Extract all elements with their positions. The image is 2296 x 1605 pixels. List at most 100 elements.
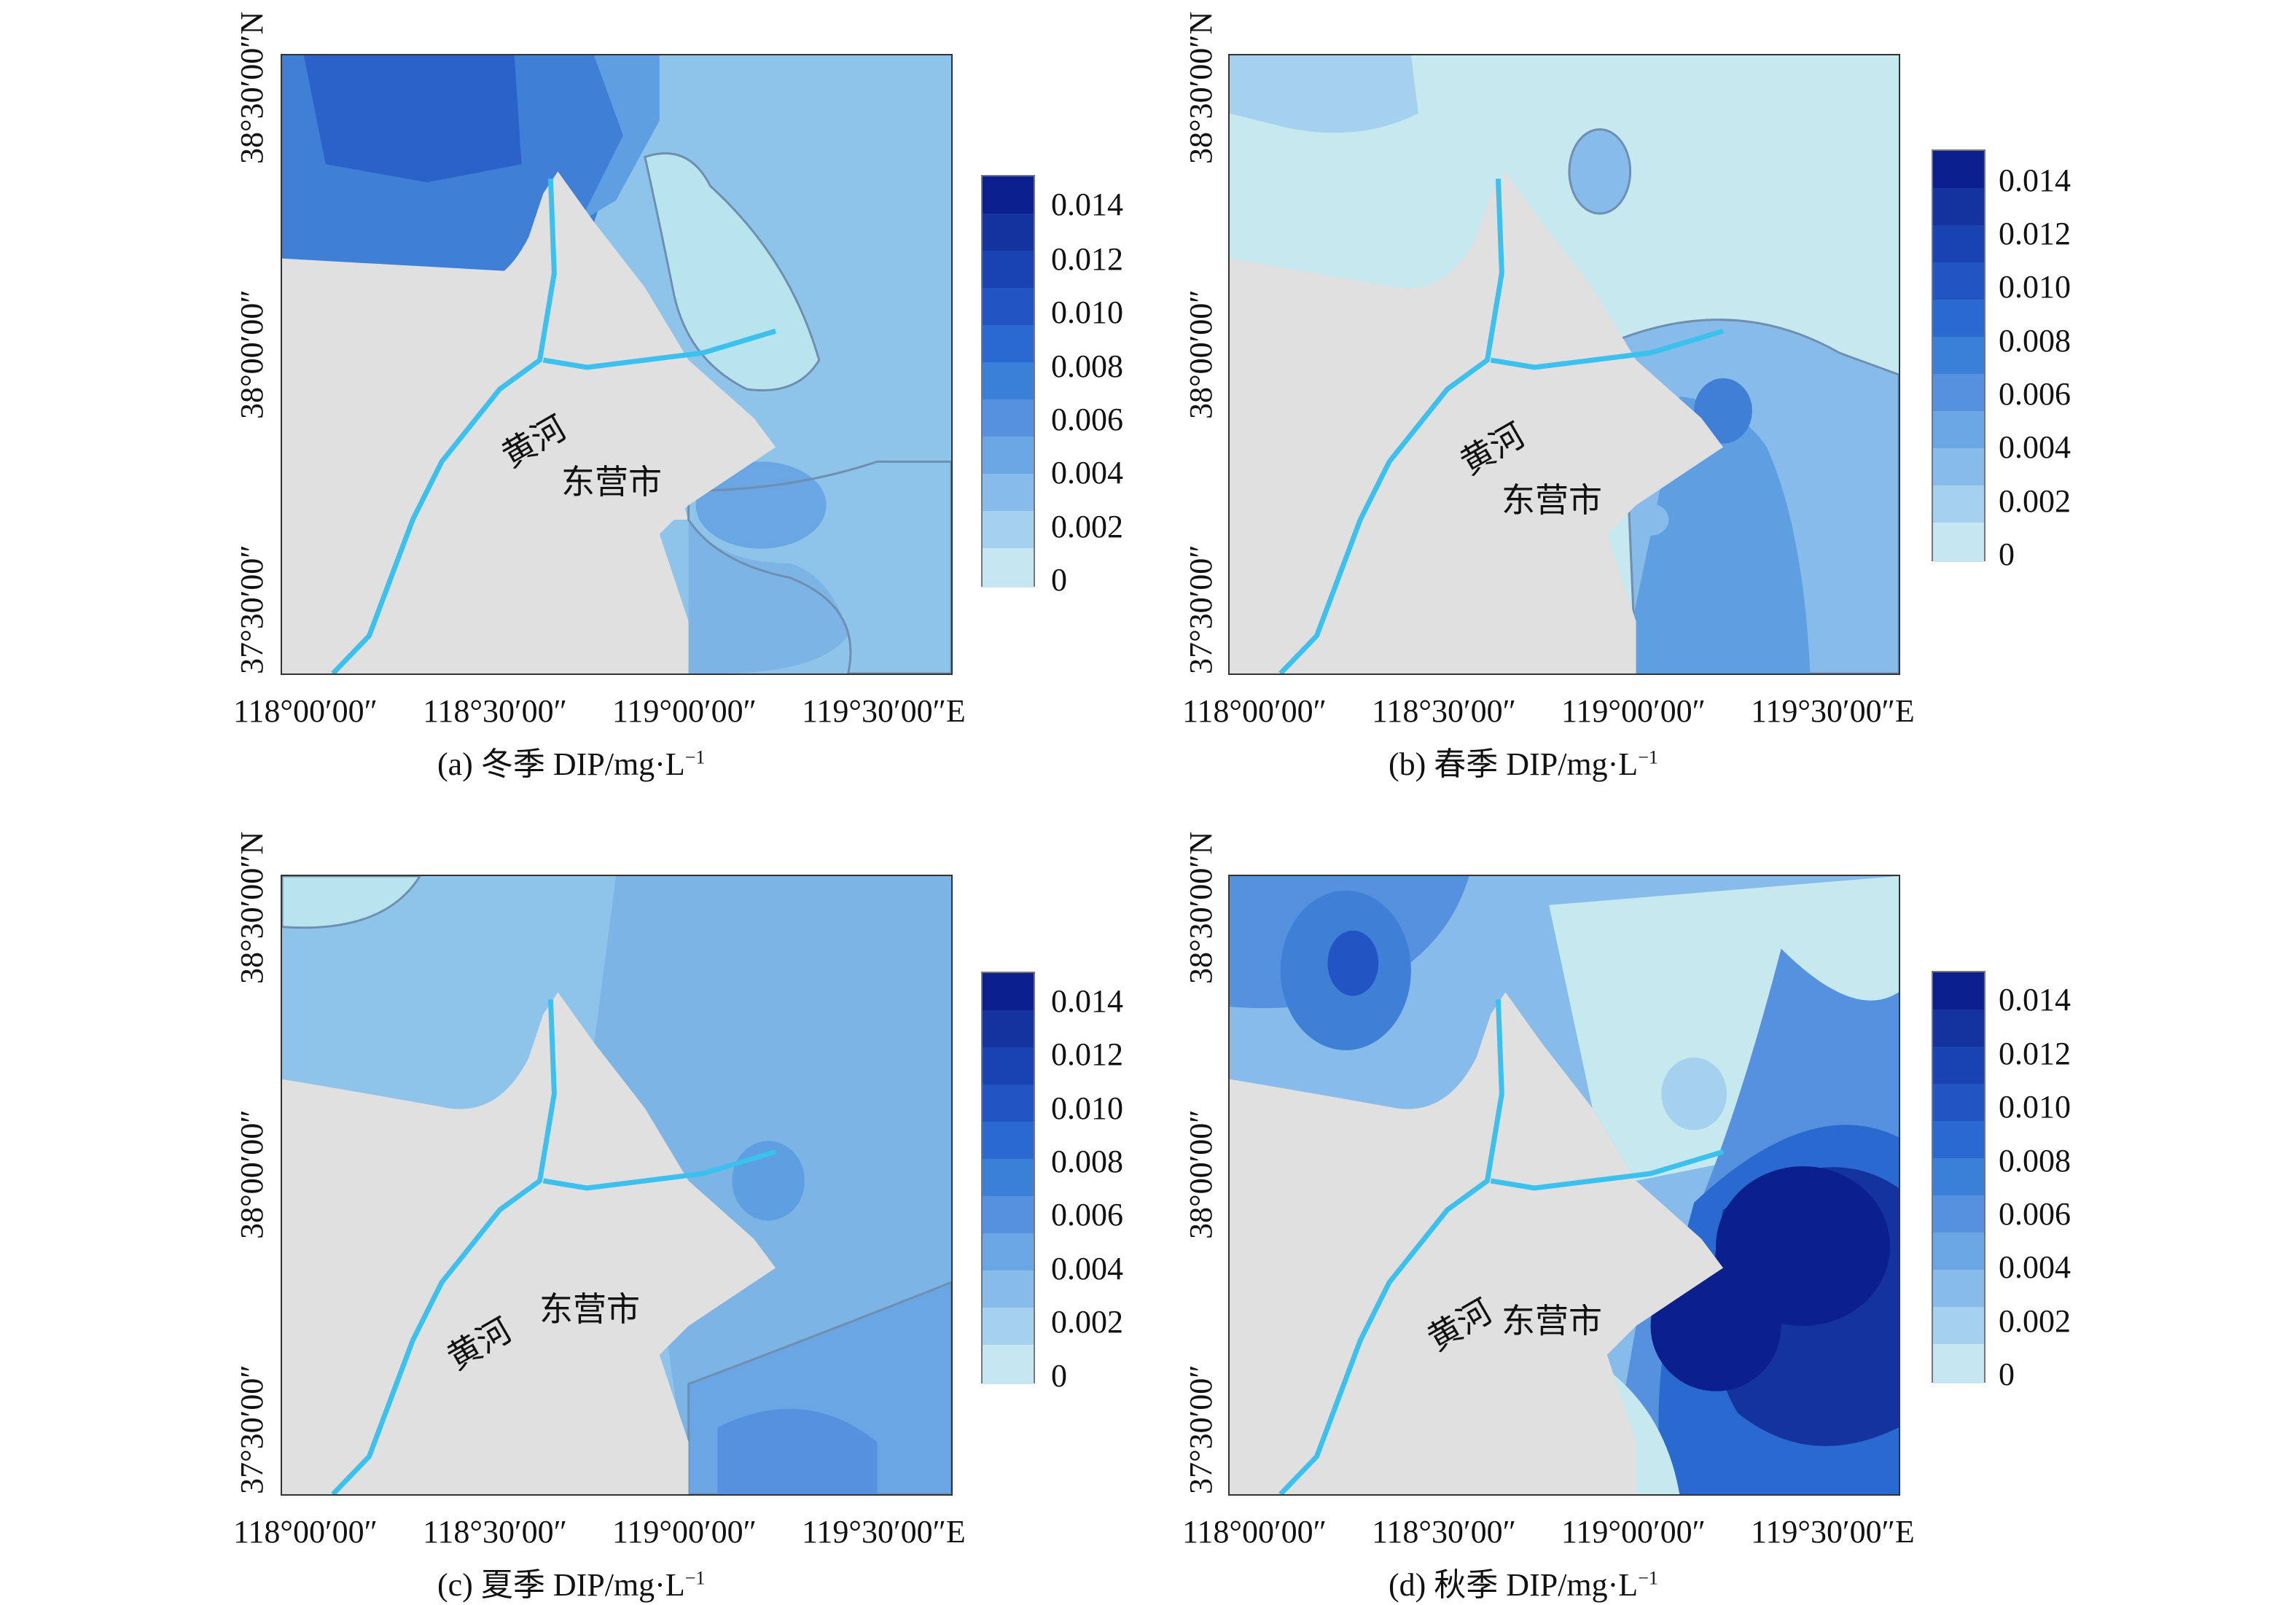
legend-b-label-7: 0.002 — [1999, 483, 2071, 519]
legend-b-label-2: 0.012 — [1999, 216, 2071, 251]
legend-a — [981, 175, 1035, 587]
caption-d: (d) 秋季 DIP/mg·L−1 — [1389, 1567, 1658, 1603]
legend-swatch — [983, 251, 1034, 290]
legend-swatch — [983, 288, 1034, 327]
legend-c-label-1: 0.014 — [1051, 983, 1123, 1019]
legend-a-label-7: 0.002 — [1051, 509, 1123, 544]
legend-swatch — [1933, 448, 1984, 488]
legend-swatch — [1933, 1195, 1984, 1235]
legend-a-label-4: 0.008 — [1051, 348, 1123, 384]
legend-b-label-4: 0.008 — [1999, 323, 2071, 359]
legend-swatch — [1933, 411, 1984, 450]
map-c — [281, 875, 953, 1496]
legend-swatch — [983, 176, 1034, 216]
x-tick-b-1: 118°00′00″ — [1182, 693, 1327, 729]
legend-d-label-3: 0.010 — [1999, 1089, 2071, 1125]
legend-swatch — [1933, 1084, 1984, 1123]
legend-d-label-4: 0.008 — [1999, 1143, 2071, 1179]
legend-c-label-6: 0.004 — [1051, 1251, 1123, 1286]
x-tick-d-3: 119°00′00″ — [1561, 1514, 1706, 1550]
legend-swatch — [983, 1122, 1034, 1161]
legend-swatch — [983, 474, 1034, 513]
map-b-svg — [1230, 55, 1899, 673]
caption-b: (b) 春季 DIP/mg·L−1 — [1389, 746, 1658, 782]
legend-swatch — [983, 437, 1034, 476]
legend-a-label-1: 0.014 — [1051, 187, 1123, 222]
legend-b-label-1: 0.014 — [1999, 163, 2071, 198]
legend-swatch — [983, 1196, 1034, 1235]
x-tick-a-4: 119°30′00″E — [802, 693, 966, 729]
legend-d-label-2: 0.012 — [1999, 1036, 2071, 1071]
map-b — [1228, 54, 1900, 675]
x-tick-c-1: 118°00′00″ — [233, 1514, 378, 1550]
legend-swatch — [1933, 1121, 1984, 1160]
legend-swatch — [983, 362, 1034, 402]
legend-d-label-7: 0.002 — [1999, 1303, 2071, 1339]
legend-swatch — [1933, 188, 1984, 227]
legend-swatch — [1933, 1344, 1984, 1383]
map-c-svg — [282, 876, 951, 1494]
map-d-svg — [1230, 876, 1899, 1494]
legend-d-label-8: 0 — [1999, 1356, 2015, 1392]
legend-a-label-6: 0.004 — [1051, 455, 1123, 491]
legend-swatch — [1933, 1270, 1984, 1309]
legend-c-label-2: 0.012 — [1051, 1036, 1123, 1072]
legend-swatch — [983, 1159, 1034, 1198]
x-tick-d-4: 119°30′00″E — [1751, 1514, 1915, 1550]
legend-swatch — [1933, 374, 1984, 413]
legend-swatch — [983, 548, 1034, 587]
city-label-d: 东营市 — [1502, 1301, 1602, 1340]
legend-swatch — [983, 1047, 1034, 1087]
y-tick-d-2: 38°00′00″ — [1183, 1109, 1219, 1239]
legend-swatch — [1933, 485, 1984, 525]
legend-b-label-6: 0.004 — [1999, 429, 2071, 465]
map-a — [281, 54, 953, 675]
legend-a-label-3: 0.010 — [1051, 294, 1123, 330]
legend-swatch — [1933, 300, 1984, 339]
map-d — [1228, 875, 1900, 1496]
legend-swatch — [983, 1233, 1034, 1273]
legend-c — [981, 972, 1035, 1384]
x-tick-c-2: 118°30′00″ — [423, 1514, 567, 1550]
x-tick-a-3: 119°00′00″ — [612, 693, 757, 729]
legend-d-label-1: 0.014 — [1999, 982, 2071, 1018]
legend-swatch — [983, 214, 1034, 253]
legend-swatch — [983, 1270, 1034, 1310]
legend-swatch — [1933, 1307, 1984, 1346]
legend-b-label-3: 0.010 — [1999, 269, 2071, 305]
legend-d-label-6: 0.004 — [1999, 1249, 2071, 1285]
legend-c-label-3: 0.010 — [1051, 1090, 1123, 1126]
legend-swatch — [983, 1010, 1034, 1050]
x-tick-d-2: 118°30′00″ — [1372, 1514, 1516, 1550]
legend-a-label-8: 0 — [1051, 562, 1067, 598]
caption-a: (a) 冬季 DIP/mg·L−1 — [437, 746, 706, 782]
x-tick-a-1: 118°00′00″ — [233, 693, 378, 729]
legend-a-label-2: 0.012 — [1051, 241, 1123, 277]
legend-c-label-7: 0.002 — [1051, 1304, 1123, 1340]
city-label-c: 东营市 — [539, 1289, 640, 1329]
legend-swatch — [1933, 523, 1984, 562]
city-label-a: 东营市 — [561, 462, 662, 501]
x-tick-c-4: 119°30′00″E — [802, 1514, 966, 1550]
legend-b-label-5: 0.006 — [1999, 376, 2071, 412]
legend-b — [1932, 149, 1985, 562]
legend-swatch — [1933, 1010, 1984, 1049]
legend-c-label-8: 0 — [1051, 1358, 1067, 1394]
x-tick-d-1: 118°00′00″ — [1182, 1514, 1327, 1550]
y-tick-d-1: 38°30′00″N — [1183, 831, 1219, 984]
map-a-svg — [282, 55, 951, 673]
y-tick-d-3: 37°30′00″ — [1183, 1364, 1219, 1494]
legend-swatch — [1933, 262, 1984, 302]
legend-swatch — [1933, 225, 1984, 265]
legend-swatch — [983, 511, 1034, 550]
legend-swatch — [1933, 1158, 1984, 1198]
legend-swatch — [983, 1308, 1034, 1347]
legend-c-label-5: 0.006 — [1051, 1197, 1123, 1233]
legend-swatch — [983, 1085, 1034, 1124]
legend-swatch — [1933, 337, 1984, 376]
city-label-b: 东营市 — [1502, 480, 1602, 520]
